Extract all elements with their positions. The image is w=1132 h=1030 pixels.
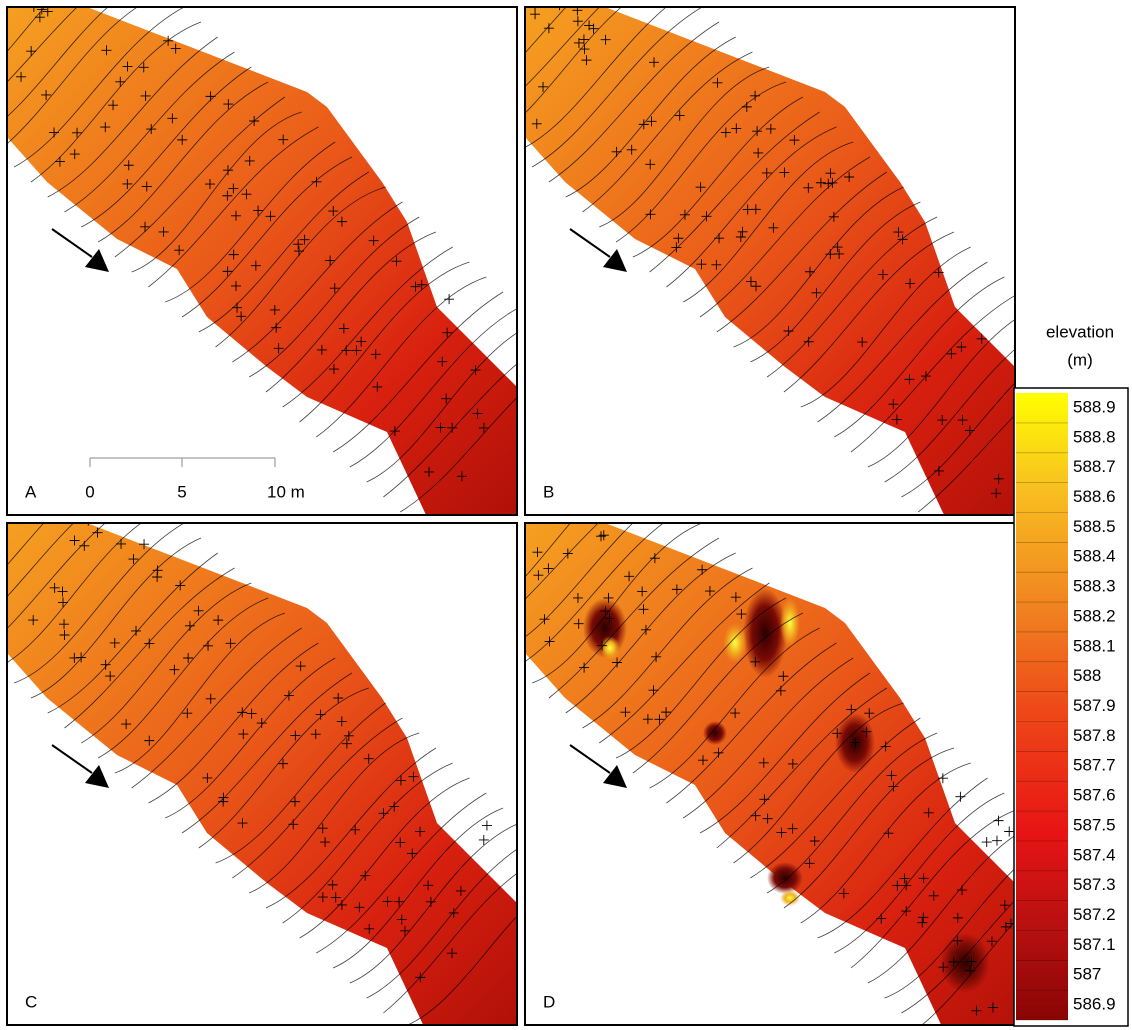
legend-title: elevation xyxy=(1046,322,1114,341)
panels: A B C D 0 5 10 m xyxy=(0,0,1088,1030)
legend-tick-label: 587.9 xyxy=(1073,696,1116,715)
legend-tick-label: 587.2 xyxy=(1073,905,1116,924)
legend-tick-label: 588.8 xyxy=(1073,427,1116,446)
legend-tick-label: 588.6 xyxy=(1073,487,1116,506)
surface-feature xyxy=(743,588,787,678)
panel-label: D xyxy=(543,992,555,1011)
map-panel: A xyxy=(0,0,570,517)
map-panel: B xyxy=(465,0,1088,517)
legend-tick-label: 588.9 xyxy=(1073,397,1116,416)
legend-tick-label: 588.2 xyxy=(1073,606,1116,625)
legend-tick-label: 588.5 xyxy=(1073,517,1116,536)
scale-label: 10 m xyxy=(267,482,305,501)
legend-tick-label: 588.4 xyxy=(1073,547,1116,566)
scale-label: 5 xyxy=(177,482,186,501)
legend-tick-label: 586.9 xyxy=(1073,995,1116,1014)
legend-tick-label: 587.4 xyxy=(1073,845,1116,864)
surface-feature xyxy=(940,933,990,993)
surface-feature xyxy=(703,721,727,745)
legend-tick-label: 588.1 xyxy=(1073,636,1116,655)
map-panel: C xyxy=(0,463,570,1030)
map-panel: D xyxy=(465,463,1088,1030)
legend-tick-label: 587.5 xyxy=(1073,815,1116,834)
legend: elevation (m) 588.9 588.8 588.7 588.6 588.5 5… xyxy=(1014,322,1128,1026)
figure: A B C D 0 5 10 m elevation (m) 588.9 588.8 588.7… xyxy=(0,0,1132,1030)
panel-label: B xyxy=(543,482,554,501)
legend-tick-label: 587.3 xyxy=(1073,875,1116,894)
color-bar xyxy=(1016,393,1068,1020)
surface-feature xyxy=(600,636,620,660)
legend-tick-label: 587.8 xyxy=(1073,726,1116,745)
legend-tick-label: 587.7 xyxy=(1073,756,1116,775)
panel-label: A xyxy=(25,482,37,501)
legend-tick-label: 588.3 xyxy=(1073,577,1116,596)
legend-tick-label: 587.1 xyxy=(1073,935,1116,954)
scale-label: 0 xyxy=(85,482,94,501)
legend-unit: (m) xyxy=(1067,350,1092,369)
panel-label: C xyxy=(25,992,37,1011)
surface-feature xyxy=(780,598,800,648)
legend-tick-label: 587 xyxy=(1073,965,1101,984)
legend-tick-label: 588.7 xyxy=(1073,457,1116,476)
legend-tick-label: 588 xyxy=(1073,666,1101,685)
legend-tick-label: 587.6 xyxy=(1073,786,1116,805)
surface-feature xyxy=(835,713,875,773)
